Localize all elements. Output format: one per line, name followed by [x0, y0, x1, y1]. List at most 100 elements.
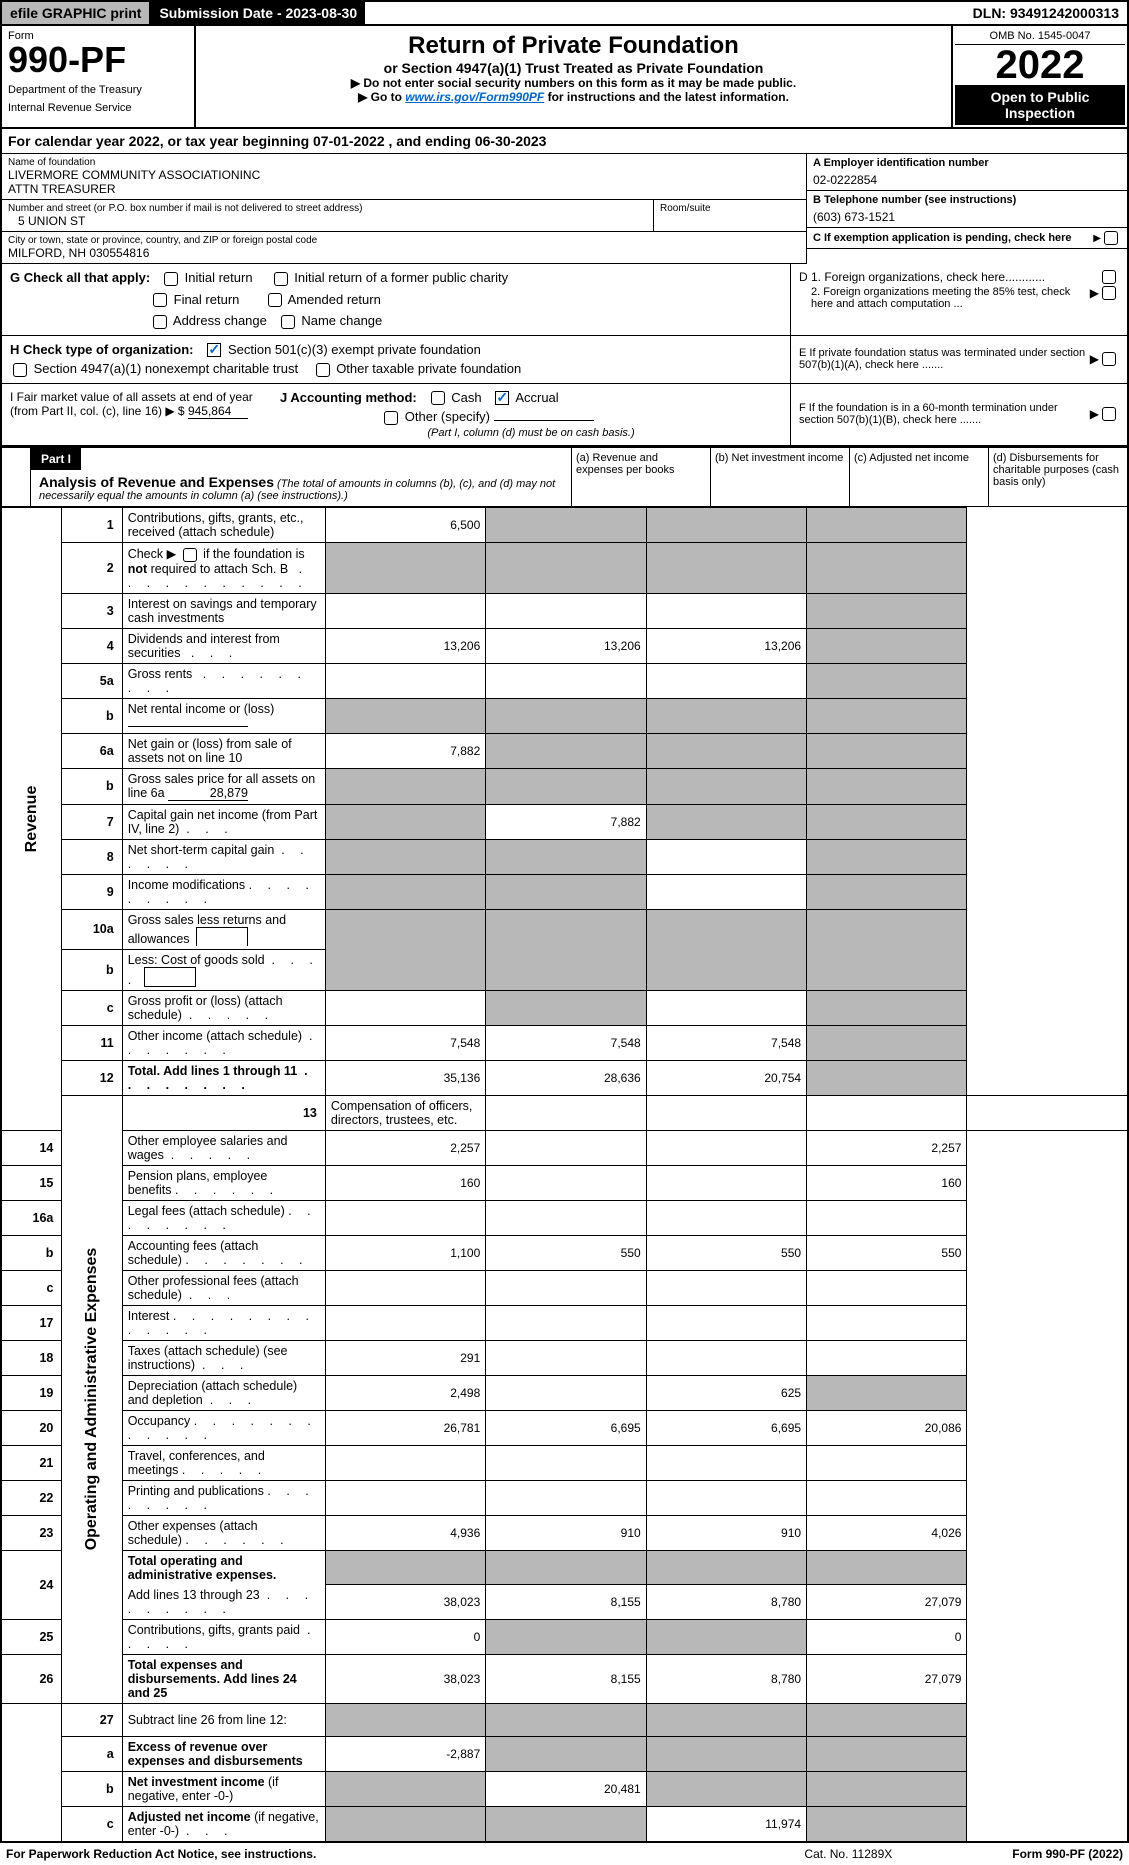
table-row: 25Contributions, gifts, grants paid . . … [1, 1619, 1128, 1654]
table-row: 26Total expenses and disbursements. Add … [1, 1654, 1128, 1703]
ein-cell: A Employer identification number 02-0222… [807, 154, 1127, 191]
form-note1: ▶ Do not enter social security numbers o… [202, 76, 945, 90]
foreign-org-checkbox[interactable] [1102, 270, 1116, 284]
table-row: 10aGross sales less returns and allowanc… [1, 909, 1128, 949]
foreign-85-checkbox[interactable] [1102, 286, 1116, 300]
table-row: 21Travel, conferences, and meetings . . … [1, 1445, 1128, 1480]
table-row: 19Depreciation (attach schedule) and dep… [1, 1375, 1128, 1410]
form-subtitle: or Section 4947(a)(1) Trust Treated as P… [202, 60, 945, 76]
address-change-checkbox[interactable] [153, 315, 167, 329]
table-row: 2 Check ▶ if the foundation is not requi… [1, 542, 1128, 593]
paperwork-notice: For Paperwork Reduction Act Notice, see … [6, 1847, 316, 1861]
street-address: 5 UNION ST [8, 214, 647, 228]
table-row: cAdjusted net income (if negative, enter… [1, 1806, 1128, 1842]
col-d-header: (d) Disbursements for charitable purpose… [988, 448, 1127, 506]
year-block: OMB No. 1545-0047 2022 Open to Public In… [951, 26, 1127, 127]
section-ij-f: I Fair market value of all assets at end… [0, 384, 1129, 447]
form-title-block: Return of Private Foundation or Section … [196, 26, 951, 127]
analysis-table: Revenue 1 Contributions, gifts, grants, … [0, 507, 1129, 1843]
fmv-value: 945,864 [188, 404, 248, 419]
other-method-checkbox[interactable] [384, 411, 398, 425]
col-b-header: (b) Net investment income [710, 448, 849, 506]
table-row: 20Occupancy . . . . . . . . . . . .26,78… [1, 1410, 1128, 1445]
col-c-header: (c) Adjusted net income [849, 448, 988, 506]
open-to-public: Open to Public Inspection [955, 85, 1125, 125]
form-number: 990-PF [8, 42, 188, 78]
accrual-checkbox[interactable] [495, 391, 509, 405]
table-row: Revenue 1 Contributions, gifts, grants, … [1, 507, 1128, 542]
page-footer: For Paperwork Reduction Act Notice, see … [0, 1843, 1129, 1865]
amended-return-checkbox[interactable] [268, 293, 282, 307]
part1-header: Part I Analysis of Revenue and Expenses … [0, 447, 1129, 507]
4947-checkbox[interactable] [13, 363, 27, 377]
revenue-side-label: Revenue [1, 507, 62, 1130]
60month-checkbox[interactable] [1102, 407, 1116, 421]
table-row: Operating and Administrative Expenses 13… [1, 1095, 1128, 1130]
501c3-checkbox[interactable] [207, 343, 221, 357]
table-row: 18Taxes (attach schedule) (see instructi… [1, 1340, 1128, 1375]
section-g-d: G Check all that apply: Initial return I… [0, 264, 1129, 336]
calendar-year-row: For calendar year 2022, or tax year begi… [0, 129, 1129, 154]
other-taxable-checkbox[interactable] [316, 363, 330, 377]
tax-year: 2022 [955, 45, 1125, 85]
foundation-attn: ATTN TREASURER [8, 182, 800, 196]
table-row: 9Income modifications . . . . . . . . . [1, 874, 1128, 909]
city-state-zip: MILFORD, NH 030554816 [8, 246, 800, 260]
foundation-name: LIVERMORE COMMUNITY ASSOCIATIONINC [8, 168, 800, 182]
table-row: bNet rental income or (loss) [1, 698, 1128, 733]
form-footer: Form 990-PF (2022) [1012, 1847, 1123, 1861]
dln-label: DLN: 93491242000313 [965, 2, 1127, 24]
table-row: 15Pension plans, employee benefits . . .… [1, 1165, 1128, 1200]
foundation-name-cell: Name of foundation LIVERMORE COMMUNITY A… [2, 154, 806, 200]
cash-checkbox[interactable] [431, 391, 445, 405]
form-title: Return of Private Foundation [202, 32, 945, 60]
street-address-cell: Number and street (or P.O. box number if… [2, 200, 653, 232]
table-row: 16aLegal fees (attach schedule) . . . . … [1, 1200, 1128, 1235]
table-row: 22Printing and publications . . . . . . … [1, 1480, 1128, 1515]
final-return-checkbox[interactable] [153, 293, 167, 307]
top-bar: efile GRAPHIC print Submission Date - 20… [0, 0, 1129, 26]
dept-line2: Internal Revenue Service [8, 102, 188, 114]
phone: (603) 673-1521 [813, 206, 1121, 224]
dept-line1: Department of the Treasury [8, 84, 188, 96]
table-row: 5aGross rents . . . . . . . . . [1, 663, 1128, 698]
name-change-checkbox[interactable] [281, 315, 295, 329]
ein: 02-0222854 [813, 169, 1121, 187]
table-row: 23Other expenses (attach schedule) . . .… [1, 1515, 1128, 1550]
table-row: cOther professional fees (attach schedul… [1, 1270, 1128, 1305]
part1-label: Part I [31, 448, 81, 470]
status-terminated-checkbox[interactable] [1102, 352, 1116, 366]
table-row: 4Dividends and interest from securities … [1, 628, 1128, 663]
table-row: 14Other employee salaries and wages . . … [1, 1130, 1128, 1165]
table-row: 11Other income (attach schedule) . . . .… [1, 1025, 1128, 1060]
initial-former-checkbox[interactable] [274, 272, 288, 286]
city-cell: City or town, state or province, country… [2, 232, 806, 264]
table-row: 8Net short-term capital gain . . . . . . [1, 839, 1128, 874]
form-header: Form 990-PF Department of the Treasury I… [0, 26, 1129, 129]
catalog-number: Cat. No. 11289X [804, 1847, 892, 1861]
table-row: aExcess of revenue over expenses and dis… [1, 1736, 1128, 1771]
initial-return-checkbox[interactable] [164, 272, 178, 286]
table-row: Add lines 13 through 23 . . . . . . . . … [1, 1585, 1128, 1620]
efile-print-button[interactable]: efile GRAPHIC print [2, 2, 151, 24]
table-row: 17Interest . . . . . . . . . . . . . [1, 1305, 1128, 1340]
phone-cell: B Telephone number (see instructions) (6… [807, 191, 1127, 228]
section-h-e: H Check type of organization: Section 50… [0, 336, 1129, 384]
form-id-block: Form 990-PF Department of the Treasury I… [2, 26, 196, 127]
exemption-checkbox[interactable] [1104, 231, 1118, 245]
table-row: bAccounting fees (attach schedule) . . .… [1, 1235, 1128, 1270]
submission-date: Submission Date - 2023-08-30 [151, 2, 365, 24]
exemption-pending-cell: C If exemption application is pending, c… [807, 228, 1127, 249]
table-row: bNet investment income (if negative, ent… [1, 1771, 1128, 1806]
form-note2: ▶ Go to www.irs.gov/Form990PF for instru… [202, 90, 945, 104]
col-a-header: (a) Revenue and expenses per books [571, 448, 710, 506]
table-row: bGross sales price for all assets on lin… [1, 768, 1128, 804]
instructions-link[interactable]: www.irs.gov/Form990PF [405, 90, 544, 104]
expenses-side-label: Operating and Administrative Expenses [62, 1095, 122, 1703]
table-row: 27Subtract line 26 from line 12: [1, 1703, 1128, 1736]
sch-b-checkbox[interactable] [183, 548, 197, 562]
table-row: 24Total operating and administrative exp… [1, 1550, 1128, 1585]
table-row: cGross profit or (loss) (attach schedule… [1, 990, 1128, 1025]
room-suite-cell: Room/suite [653, 200, 806, 232]
table-row: 6aNet gain or (loss) from sale of assets… [1, 733, 1128, 768]
